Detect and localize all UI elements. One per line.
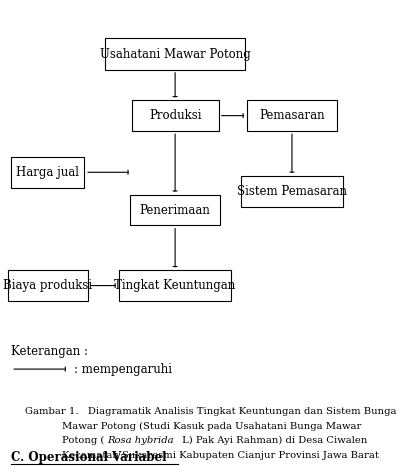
FancyBboxPatch shape bbox=[8, 270, 88, 301]
Text: Usahatani Mawar Potong: Usahatani Mawar Potong bbox=[100, 48, 251, 61]
Text: Tingkat Keuntungan: Tingkat Keuntungan bbox=[114, 279, 236, 292]
FancyBboxPatch shape bbox=[130, 194, 220, 225]
Text: Harga jual: Harga jual bbox=[16, 166, 79, 179]
Text: Produksi: Produksi bbox=[149, 109, 202, 122]
FancyBboxPatch shape bbox=[119, 270, 231, 301]
Text: : mempengaruhi: : mempengaruhi bbox=[74, 362, 172, 376]
Text: Kecamatan Sukaresmi Kabupaten Cianjur Provinsi Jawa Barat: Kecamatan Sukaresmi Kabupaten Cianjur Pr… bbox=[62, 451, 379, 460]
Text: Mawar Potong (Studi Kasuk pada Usahatani Bunga Mawar: Mawar Potong (Studi Kasuk pada Usahatani… bbox=[62, 421, 361, 430]
Text: Keterangan :: Keterangan : bbox=[11, 345, 88, 358]
Text: Gambar 1.   Diagramatik Analisis Tingkat Keuntungan dan Sistem Bunga: Gambar 1. Diagramatik Analisis Tingkat K… bbox=[25, 407, 397, 416]
Text: L) Pak Ayi Rahman) di Desa Ciwalen: L) Pak Ayi Rahman) di Desa Ciwalen bbox=[178, 436, 367, 445]
FancyBboxPatch shape bbox=[11, 157, 85, 187]
Text: Biaya produksi: Biaya produksi bbox=[3, 279, 92, 292]
Text: Rosa hybrida: Rosa hybrida bbox=[107, 436, 174, 445]
Text: Pemasaran: Pemasaran bbox=[259, 109, 325, 122]
FancyBboxPatch shape bbox=[247, 100, 337, 131]
FancyBboxPatch shape bbox=[132, 100, 219, 131]
Text: Sistem Pemasaran: Sistem Pemasaran bbox=[237, 185, 347, 198]
FancyBboxPatch shape bbox=[241, 176, 342, 207]
Text: C. Operasional Variabel: C. Operasional Variabel bbox=[11, 450, 167, 464]
Text: Potong (: Potong ( bbox=[62, 436, 104, 445]
FancyBboxPatch shape bbox=[105, 38, 245, 70]
Text: Penerimaan: Penerimaan bbox=[140, 203, 210, 217]
